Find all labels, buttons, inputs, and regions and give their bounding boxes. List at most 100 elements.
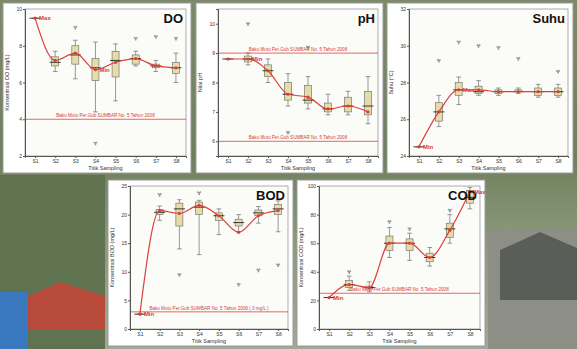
tick: 60 — [310, 240, 319, 246]
reference-line — [218, 141, 378, 142]
tick: S4 — [93, 156, 99, 164]
tick-label: 20 — [121, 212, 127, 218]
whisker-cap-low — [387, 257, 392, 258]
tick-mark — [216, 83, 218, 84]
plot-area: 0510152025S1S2S3S4S5S6S7S8Titik Sampling… — [109, 183, 289, 344]
tick: S8 — [467, 329, 473, 337]
tick: S6 — [133, 156, 139, 164]
mean-point — [348, 283, 351, 286]
tick-label: S8 — [556, 158, 562, 164]
chart-title: pH — [358, 11, 375, 26]
whisker-high — [458, 77, 459, 83]
mean-point — [286, 93, 289, 96]
whisker-cap-low — [133, 65, 138, 66]
tick-label: S5 — [496, 158, 502, 164]
tick-mark — [317, 272, 319, 273]
y-axis: 246810 — [16, 6, 25, 159]
whisker-low — [429, 262, 430, 266]
tick: S4 — [387, 329, 393, 337]
outlier — [157, 193, 161, 197]
tick: 9 — [212, 50, 218, 56]
mean-line — [329, 192, 470, 298]
whisker-cap-high — [447, 214, 452, 215]
mean-point — [237, 231, 240, 234]
tick-mark — [317, 215, 319, 216]
tick-label: S2 — [245, 158, 251, 164]
tick-mark — [407, 119, 409, 120]
tick-label: 20 — [310, 298, 316, 304]
chart-title: COD — [448, 188, 477, 203]
background-decoration — [488, 230, 577, 349]
whisker-high — [438, 95, 439, 102]
x-axis: S1S2S3S4S5S6S7S8 — [131, 329, 289, 337]
tick-label: S6 — [427, 331, 433, 337]
tick: S3 — [367, 329, 373, 337]
tick: S7 — [153, 156, 159, 164]
mean-point — [366, 110, 369, 113]
whisker-high — [75, 40, 76, 46]
tick-label: 40 — [310, 269, 316, 275]
tick-label: S7 — [256, 331, 262, 337]
tick-mark — [128, 243, 130, 244]
axis-line — [131, 330, 289, 332]
tick: 15 — [121, 240, 130, 246]
whisker-low — [368, 115, 369, 124]
mean-point — [457, 88, 460, 91]
tick: 2 — [19, 153, 25, 159]
plot-frame — [319, 186, 480, 329]
outlier — [448, 209, 452, 213]
plot-area: 020406080100S1S2S3S4S5S6S7S8Titik Sampli… — [298, 183, 486, 344]
tick-mark — [128, 329, 130, 330]
whisker-cap-low — [157, 220, 162, 221]
tick-label: S4 — [93, 158, 99, 164]
mean-line — [228, 59, 368, 112]
whisker-cap-high — [496, 88, 501, 89]
whisker-high — [308, 77, 309, 86]
whisker-cap-high — [93, 42, 98, 43]
tick: 20 — [310, 298, 319, 304]
tick-label: S5 — [305, 158, 311, 164]
tick: 8 — [212, 80, 218, 86]
y-axis: 0510152025 — [121, 183, 130, 332]
whisker-cap-high — [326, 94, 331, 95]
y-axis: 678910 — [209, 10, 218, 157]
outlier — [93, 141, 97, 145]
tick-label: 10 — [121, 269, 127, 275]
tick-label: S3 — [367, 331, 373, 337]
tick-label: 32 — [400, 6, 406, 12]
whisker-low — [278, 215, 279, 232]
panel-background — [297, 180, 485, 346]
background-decoration — [0, 292, 28, 349]
x-axis-title: Titik Sampling — [88, 165, 122, 171]
box — [455, 83, 462, 96]
x-axis-title: Titik Sampling — [382, 338, 416, 344]
tick-label: 28 — [400, 80, 406, 86]
mean-point — [246, 57, 249, 60]
outlier — [276, 263, 280, 267]
outlier — [456, 40, 460, 44]
tick: 10 — [16, 6, 25, 12]
median — [363, 106, 374, 107]
mean-point — [198, 204, 201, 207]
tick-mark — [23, 46, 25, 47]
axis-line — [410, 157, 569, 159]
annotation: Min — [333, 295, 344, 301]
box — [275, 204, 282, 214]
outlier — [407, 227, 411, 231]
background-decoration — [0, 175, 577, 349]
tick-label: S8 — [173, 158, 179, 164]
tick-label: S8 — [365, 158, 371, 164]
tick: S7 — [345, 156, 351, 164]
whisker-high — [175, 53, 176, 62]
tick-label: S5 — [216, 331, 222, 337]
whisker-cap-high — [177, 199, 182, 200]
marks — [413, 40, 563, 148]
whisker-high — [218, 209, 219, 213]
tick-label: S7 — [345, 158, 351, 164]
whisker-high — [389, 227, 390, 236]
mean-point — [388, 242, 391, 245]
whisker-cap-high — [246, 53, 251, 54]
tick-mark — [317, 243, 319, 244]
whisker-cap-high — [236, 214, 241, 215]
chart-panel: 678910S1S2S3S4S5S6S7S8Titik SamplingNila… — [196, 3, 383, 173]
